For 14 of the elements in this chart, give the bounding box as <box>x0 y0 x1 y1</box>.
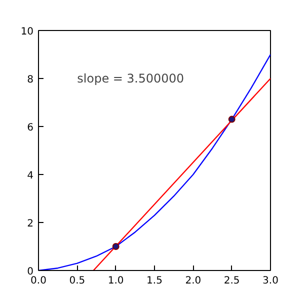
x-tick-label: 1.5 <box>146 276 162 286</box>
annotation: slope = 3.500000 <box>77 72 184 86</box>
y-tick-label: 0 <box>27 266 34 278</box>
x-tick-label: 1.0 <box>108 276 124 286</box>
x-tick-label: 3.0 <box>262 276 278 286</box>
y-tick-label: 8 <box>27 74 34 86</box>
y-tick-label: 10 <box>20 26 34 38</box>
y-tick-label: 6 <box>27 122 34 134</box>
x-tick-label: 0.5 <box>69 276 86 286</box>
x-tick-label: 2.0 <box>185 276 202 286</box>
x-tick-label: 0.0 <box>30 276 46 286</box>
y-tick-label: 2 <box>27 218 34 230</box>
x-tick-label: 2.5 <box>224 276 240 286</box>
y-tick-label: 4 <box>27 170 34 182</box>
